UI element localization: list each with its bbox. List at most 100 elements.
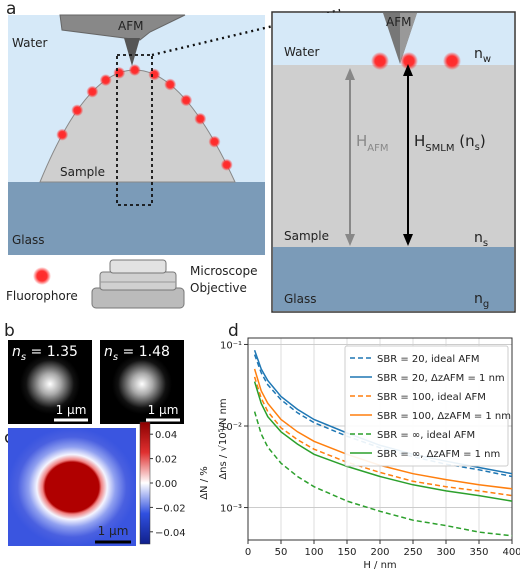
psf bbox=[20, 354, 80, 414]
x-tick-label: 350 bbox=[469, 547, 488, 558]
legend-box bbox=[344, 345, 509, 467]
image-label: ns = 1.35 bbox=[12, 344, 78, 363]
afm-label: AFM bbox=[118, 19, 143, 33]
fluorophore bbox=[220, 158, 233, 171]
symbol: n bbox=[12, 344, 21, 360]
zoom-panel bbox=[271, 11, 516, 313]
arrow-head bbox=[403, 234, 413, 246]
afm-label: AFM bbox=[386, 15, 411, 29]
y-tick-label: 10⁻¹ bbox=[220, 340, 242, 351]
legend-label: SBR = 100, ΔzAFM = 1 nm bbox=[377, 411, 511, 422]
fluorophore bbox=[148, 68, 161, 81]
objective-label: Microscope bbox=[190, 264, 258, 278]
series-line bbox=[253, 381, 513, 502]
subscript: s bbox=[21, 352, 26, 363]
fluorophore bbox=[443, 52, 461, 70]
value: = 1.48 bbox=[118, 344, 170, 360]
h-smlm-label: HSMLM (ns) bbox=[414, 132, 486, 154]
x-tick-label: 150 bbox=[337, 547, 356, 558]
y-tick-label: 10⁻³ bbox=[220, 504, 242, 515]
subscript: s bbox=[113, 352, 118, 363]
legend-label: SBR = 20, ΔzAFM = 1 nm bbox=[377, 373, 505, 384]
scale-bar-label: 1 μm bbox=[148, 403, 179, 417]
psf bbox=[112, 354, 172, 414]
colorbar-label: ΔN / % bbox=[199, 466, 210, 500]
objective-icon bbox=[91, 259, 185, 309]
colorbar-tick-label: 0.04 bbox=[155, 430, 177, 441]
panel-label: b bbox=[4, 321, 15, 341]
legend-label: SBR = 20, ideal AFM bbox=[377, 354, 480, 365]
legend-label: SBR = 100, ideal AFM bbox=[377, 392, 486, 403]
arrow-head bbox=[345, 234, 355, 246]
colorbar-tick-label: −0.04 bbox=[155, 528, 186, 539]
colorbar-tick-label: 0.02 bbox=[155, 455, 177, 466]
line-chart: 0 50 100 150 200 250 300 350 400 10⁻¹ 10⁻² 10⁻³ H / … bbox=[218, 337, 520, 571]
glass bbox=[273, 247, 514, 311]
fluorophore bbox=[113, 66, 126, 79]
water-label: Water bbox=[12, 36, 48, 50]
objective-label: Objective bbox=[190, 281, 247, 295]
fluorophore bbox=[71, 104, 84, 117]
x-tick-label: 300 bbox=[436, 547, 455, 558]
cantilever bbox=[59, 14, 186, 41]
sample-label: Sample bbox=[60, 165, 105, 179]
x-tick-label: 100 bbox=[304, 547, 323, 558]
colorbar-tick-label: 0.00 bbox=[155, 479, 177, 490]
x-tick-label: 200 bbox=[370, 547, 389, 558]
h-afm-label: HAFM bbox=[356, 132, 389, 154]
colorbar-tick-label: −0.02 bbox=[155, 503, 186, 514]
zoom-line bbox=[151, 8, 341, 57]
fluorophore bbox=[400, 52, 418, 70]
arrow-head bbox=[345, 68, 355, 80]
afm-tip bbox=[124, 38, 140, 66]
afm-tip-shade bbox=[400, 13, 417, 64]
sample bbox=[273, 65, 514, 247]
fluorophore bbox=[208, 135, 221, 148]
n-s: ns bbox=[474, 230, 488, 249]
fluorophore bbox=[128, 64, 141, 76]
image-label: ns = 1.48 bbox=[104, 344, 170, 363]
scale-bar-label: 1 μm bbox=[56, 403, 87, 417]
glass-label: Glass bbox=[12, 233, 45, 247]
fluorophore bbox=[164, 78, 177, 91]
fluorophore bbox=[371, 52, 389, 70]
panel-label: a bbox=[6, 0, 16, 19]
plot-frame bbox=[247, 337, 513, 541]
zoom-box bbox=[116, 54, 153, 206]
fluorophore bbox=[86, 85, 99, 98]
scale-bar-label: 1 μm bbox=[98, 524, 129, 538]
sample-label: Sample bbox=[284, 229, 329, 243]
y-axis-label: Δns / √10⁵/N nm bbox=[218, 398, 229, 479]
series-line bbox=[253, 376, 513, 497]
glass-label: Glass bbox=[284, 292, 317, 306]
fluorophore-label: Fluorophore bbox=[6, 289, 78, 303]
fluorophore bbox=[194, 112, 207, 125]
value: = 1.35 bbox=[26, 344, 78, 360]
heatmap bbox=[8, 428, 136, 546]
y-tick-label: 10⁻² bbox=[220, 422, 242, 433]
glass bbox=[8, 182, 265, 255]
x-axis-label: H / nm bbox=[363, 560, 396, 571]
panel-label: d bbox=[228, 321, 239, 341]
x-tick-label: 50 bbox=[275, 547, 288, 558]
fluorophore bbox=[99, 74, 112, 87]
series-line bbox=[253, 368, 513, 490]
arrow-head bbox=[403, 64, 413, 76]
legend-label: SBR = ∞, ΔzAFM = 1 nm bbox=[377, 449, 500, 460]
n-w: nw bbox=[474, 46, 491, 65]
fluorophore bbox=[56, 128, 69, 141]
fluorophore bbox=[180, 94, 193, 107]
colorbar bbox=[139, 421, 151, 545]
colorbar-ticks: 0.04 0.02 0.00 −0.02 −0.04 bbox=[150, 430, 186, 539]
x-tick-label: 400 bbox=[502, 547, 520, 558]
x-tick-label: 0 bbox=[245, 547, 251, 558]
x-tick-label: 250 bbox=[403, 547, 422, 558]
water-label: Water bbox=[284, 45, 320, 59]
series-line bbox=[253, 411, 513, 537]
n-g: ng bbox=[474, 291, 489, 310]
legend-label: SBR = ∞, ideal AFM bbox=[377, 430, 475, 441]
fluorophore-icon bbox=[33, 267, 51, 285]
symbol: n bbox=[104, 344, 113, 360]
